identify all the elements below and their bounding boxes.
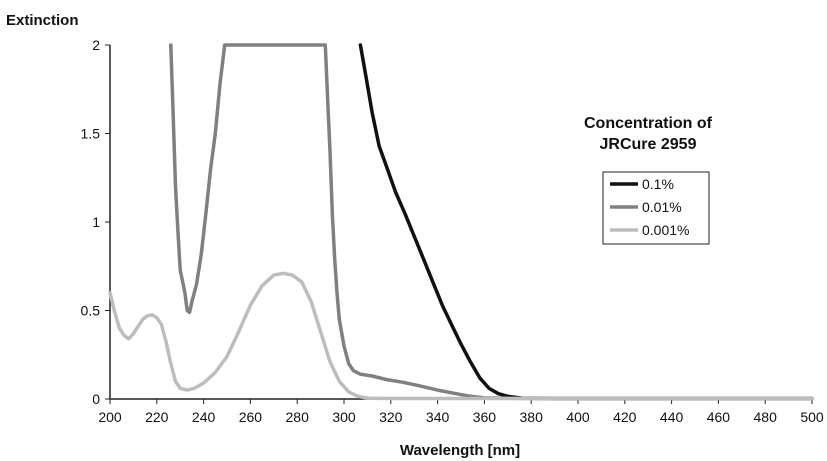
legend-title-line-1: Concentration of xyxy=(584,115,713,132)
series-group xyxy=(108,43,814,401)
x-tick-label: 360 xyxy=(473,409,497,425)
y-axis-title: Extinction xyxy=(6,12,79,29)
x-tick-label: 420 xyxy=(613,409,637,425)
x-tick-label: 280 xyxy=(286,409,310,425)
legend-entry-label: 0.1% xyxy=(642,176,674,192)
x-tick-label: 200 xyxy=(98,409,122,425)
legend-entry-label: 0.001% xyxy=(642,222,689,238)
x-tick-label: 340 xyxy=(426,409,450,425)
x-tick-label: 480 xyxy=(754,409,778,425)
x-tick-label: 440 xyxy=(660,409,684,425)
series-line xyxy=(169,43,814,401)
y-tick-label: 1.5 xyxy=(81,126,101,142)
x-tick-label: 220 xyxy=(145,409,169,425)
series-line xyxy=(358,43,814,401)
x-axis-title: Wavelength [nm] xyxy=(400,442,520,459)
x-tick-label: 320 xyxy=(379,409,403,425)
legend-title-line-2: JRCure 2959 xyxy=(600,136,697,153)
y-tick-label: 0 xyxy=(92,391,100,407)
x-tick-label: 300 xyxy=(332,409,356,425)
x-tick-label: 260 xyxy=(239,409,263,425)
y-tick-label: 1 xyxy=(92,214,100,230)
legend: Concentration of JRCure 2959 0.1%0.01%0.… xyxy=(584,115,713,245)
y-axis: 0 0.5 1 1.5 2 xyxy=(81,37,111,407)
x-tick-label: 240 xyxy=(192,409,216,425)
x-tick-label: 500 xyxy=(800,409,824,425)
x-axis: 200 220 240 260 280 300 320 340 360 380 400 420 440 4… xyxy=(98,398,824,425)
y-tick-label: 2 xyxy=(92,37,100,53)
series-line xyxy=(108,271,814,401)
y-tick-label: 0.5 xyxy=(81,303,101,319)
legend-entry-label: 0.01% xyxy=(642,199,682,215)
x-tick-label: 380 xyxy=(520,409,544,425)
legend-entries: 0.1% 0.01% 0.001% xyxy=(610,176,689,238)
x-tick-label: 400 xyxy=(566,409,590,425)
x-tick-label: 460 xyxy=(707,409,731,425)
